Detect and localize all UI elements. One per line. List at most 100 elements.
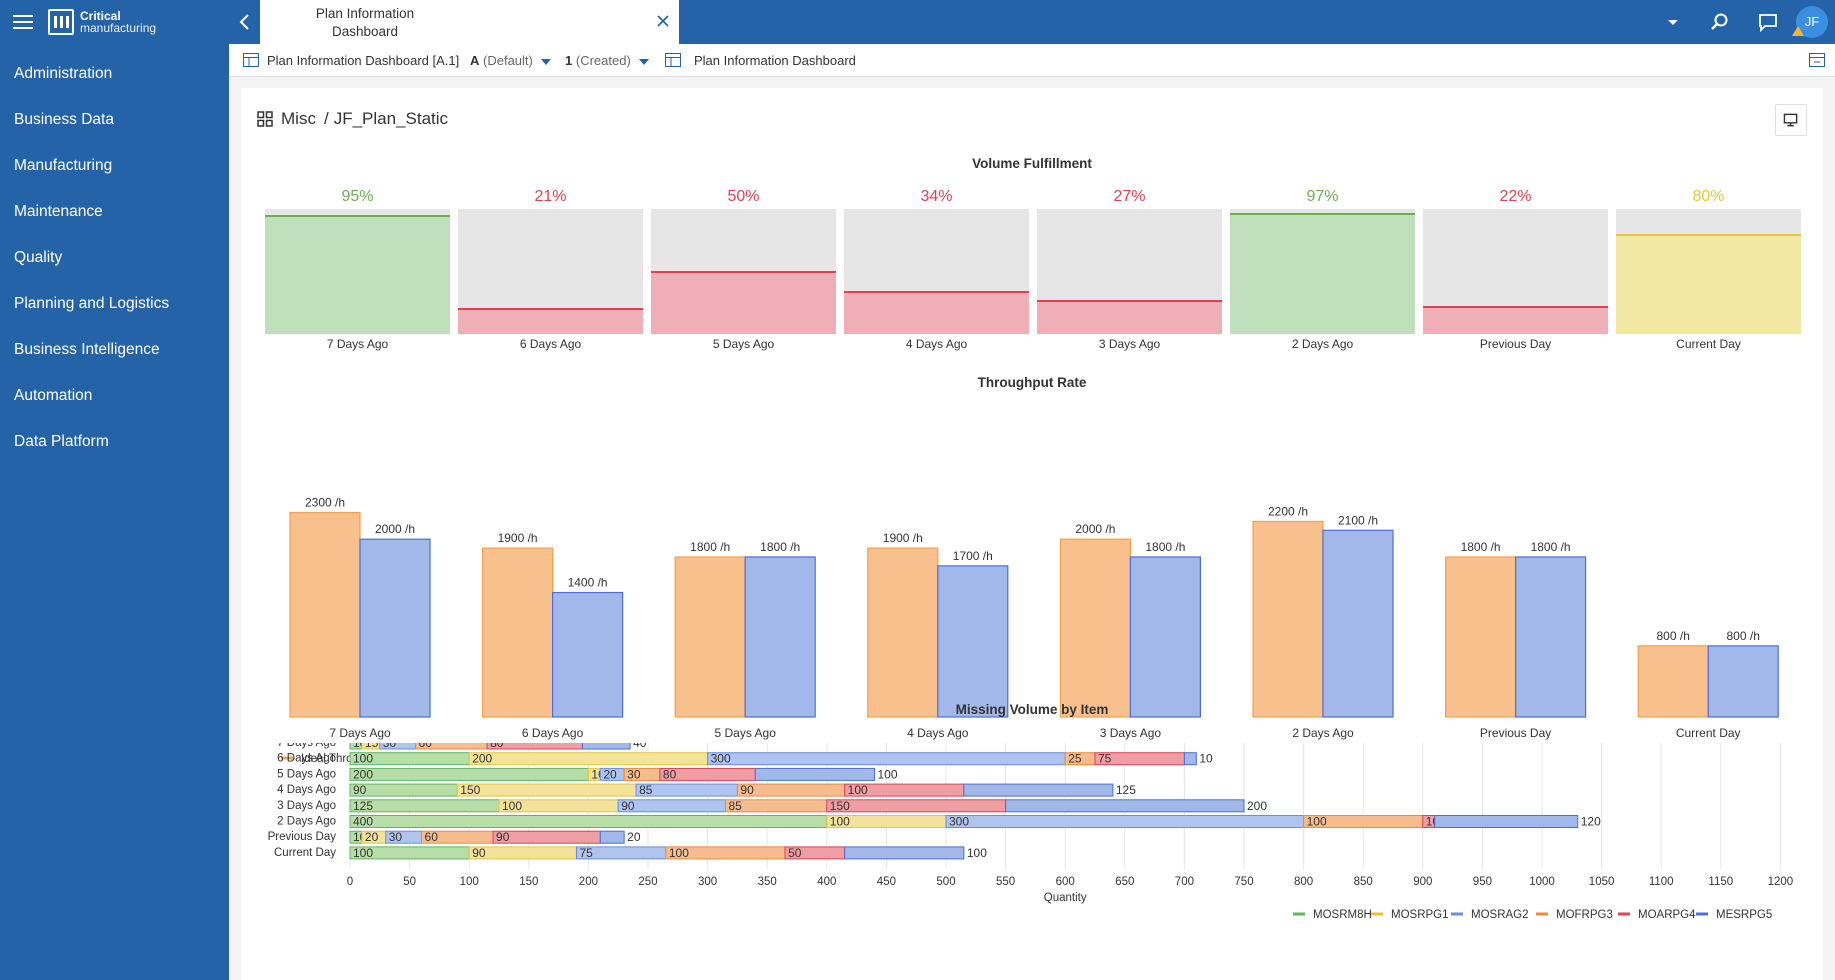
missing-volume-segment[interactable] <box>468 752 709 766</box>
missing-volume-segment[interactable] <box>349 767 589 781</box>
throughput-data-label: 2100 /h <box>1338 513 1378 527</box>
throughput-data-label: 2000 /h <box>1075 522 1115 536</box>
dashboard-link[interactable]: Plan Information Dashboard <box>694 53 856 68</box>
missing-volume-segment[interactable] <box>1183 752 1197 766</box>
legend-label[interactable]: MESRPG5 <box>1716 909 1772 921</box>
missing-volume-segment[interactable] <box>486 743 583 750</box>
revision-selector[interactable]: A (Default) <box>470 53 551 68</box>
missing-volume-value: 60 <box>425 830 439 844</box>
x-tick-label: 900 <box>1413 876 1432 888</box>
missing-volume-value: 120 <box>1581 815 1601 829</box>
tab-plan-information-dashboard[interactable]: Plan Information Dashboard <box>260 0 679 44</box>
revision-state: (Default) <box>483 53 533 68</box>
x-tick-label: 50 <box>403 876 416 888</box>
missing-volume-segment[interactable] <box>707 752 1066 766</box>
sidebar-item-automation[interactable]: Automation <box>14 387 93 404</box>
sidebar-item-planning-and-logistics[interactable]: Planning and Logistics <box>14 295 170 312</box>
missing-volume-segment[interactable] <box>945 815 1305 828</box>
throughput-bar[interactable] <box>1707 645 1779 718</box>
throughput-bar[interactable] <box>1322 529 1394 718</box>
menu-icon[interactable] <box>13 14 33 29</box>
missing-volume-segment[interactable] <box>581 743 631 750</box>
missing-volume-value: 100 <box>353 846 373 860</box>
throughput-category-label: 7 Days Ago <box>329 726 391 740</box>
chevron-left-icon[interactable] <box>235 12 255 32</box>
chevron-down-icon[interactable] <box>1663 12 1683 32</box>
missing-volume-segment[interactable] <box>1434 815 1579 828</box>
legend-label[interactable]: MOSRPG1 <box>1391 909 1449 921</box>
missing-volume-value: 30 <box>389 830 403 844</box>
x-axis-label: Quantity <box>1044 892 1087 904</box>
missing-volume-segment[interactable] <box>1005 799 1245 813</box>
missing-volume-segment[interactable] <box>599 830 625 844</box>
throughput-bar[interactable] <box>674 556 746 718</box>
throughput-bar[interactable] <box>552 591 624 718</box>
missing-volume-segment[interactable] <box>349 815 828 828</box>
fulfillment-fill <box>1616 234 1801 334</box>
sidebar-item-maintenance[interactable]: Maintenance <box>14 203 103 220</box>
sidebar-item-business-intelligence[interactable]: Business Intelligence <box>14 341 160 358</box>
missing-category-label: 5 Days Ago <box>277 768 336 780</box>
throughput-bar[interactable] <box>289 511 361 718</box>
sidebar-item-business-data[interactable]: Business Data <box>14 111 114 128</box>
chat-icon[interactable] <box>1758 12 1778 32</box>
sidebar: Critical manufacturing Administration Bu… <box>0 0 229 980</box>
x-tick-label: 1200 <box>1768 876 1794 888</box>
missing-volume-segment[interactable] <box>826 799 1007 813</box>
throughput-bar[interactable] <box>1252 520 1324 718</box>
throughput-bar[interactable] <box>744 556 816 718</box>
fulfillment-gauge <box>1037 209 1222 334</box>
missing-volume-segment[interactable] <box>361 743 381 750</box>
legend-label[interactable]: MOSRM8H <box>1313 909 1372 921</box>
legend-label[interactable]: MOFRPG3 <box>1556 909 1613 921</box>
throughput-bar[interactable] <box>1129 556 1202 718</box>
breadcrumb-root[interactable]: Misc <box>281 109 316 128</box>
sidebar-item-data-platform[interactable]: Data Platform <box>14 433 109 450</box>
missing-volume-segment[interactable] <box>963 783 1114 797</box>
x-tick-label: 150 <box>519 876 538 888</box>
throughput-bar[interactable] <box>937 565 1009 718</box>
object-name: Plan Information Dashboard [A.1] <box>267 53 460 68</box>
missing-volume-segment[interactable] <box>754 767 875 781</box>
present-button[interactable] <box>1775 104 1807 136</box>
panel-toggle-icon[interactable] <box>1809 53 1825 67</box>
missing-volume-value: 30 <box>627 767 641 781</box>
legend-label[interactable]: MOARPG4 <box>1638 909 1696 921</box>
logo-line2: manufacturing <box>80 20 157 35</box>
missing-volume-value: 100 <box>502 799 522 813</box>
sidebar-item-manufacturing[interactable]: Manufacturing <box>14 157 113 174</box>
dashboard-link-icon <box>665 53 681 67</box>
sidebar-item-quality[interactable]: Quality <box>14 249 63 266</box>
missing-volume-segment[interactable] <box>844 846 965 860</box>
fulfillment-percent: 34% <box>920 188 953 205</box>
throughput-bar[interactable] <box>359 538 431 718</box>
close-icon[interactable] <box>656 14 670 28</box>
fulfillment-gauge <box>1616 209 1801 334</box>
sidebar-item-administration[interactable]: Administration <box>14 65 113 82</box>
version-selector[interactable]: 1 (Created) <box>565 53 649 68</box>
throughput-data-label: 1800 /h <box>1461 540 1501 554</box>
fulfillment-gauge <box>1230 209 1415 334</box>
fulfillment-gauge <box>1423 209 1608 334</box>
x-tick-label: 100 <box>460 876 479 888</box>
x-tick-label: 750 <box>1234 876 1253 888</box>
missing-volume-segment[interactable] <box>379 743 417 750</box>
throughput-bar[interactable] <box>1059 538 1132 718</box>
avatar[interactable]: JF <box>1792 6 1828 38</box>
throughput-bar[interactable] <box>867 547 939 718</box>
throughput-bar[interactable] <box>1637 645 1709 718</box>
throughput-bar[interactable] <box>482 547 554 718</box>
missing-volume-segment[interactable] <box>349 743 363 750</box>
x-tick-label: 1150 <box>1708 876 1733 888</box>
fulfillment-gauge <box>844 209 1029 334</box>
search-icon[interactable] <box>1710 12 1730 32</box>
page-title: JF_Plan_Static <box>333 109 449 128</box>
throughput-bar[interactable] <box>1444 556 1517 718</box>
missing-volume-segment[interactable] <box>415 743 488 750</box>
legend-label[interactable]: MOSRAG2 <box>1471 909 1529 921</box>
missing-volume-value: 20 <box>603 767 617 781</box>
fulfillment-percent: 22% <box>1499 188 1532 205</box>
missing-volume-value: 200 <box>1247 799 1267 813</box>
throughput-bar[interactable] <box>1514 556 1587 718</box>
missing-volume-segment[interactable] <box>456 783 637 797</box>
